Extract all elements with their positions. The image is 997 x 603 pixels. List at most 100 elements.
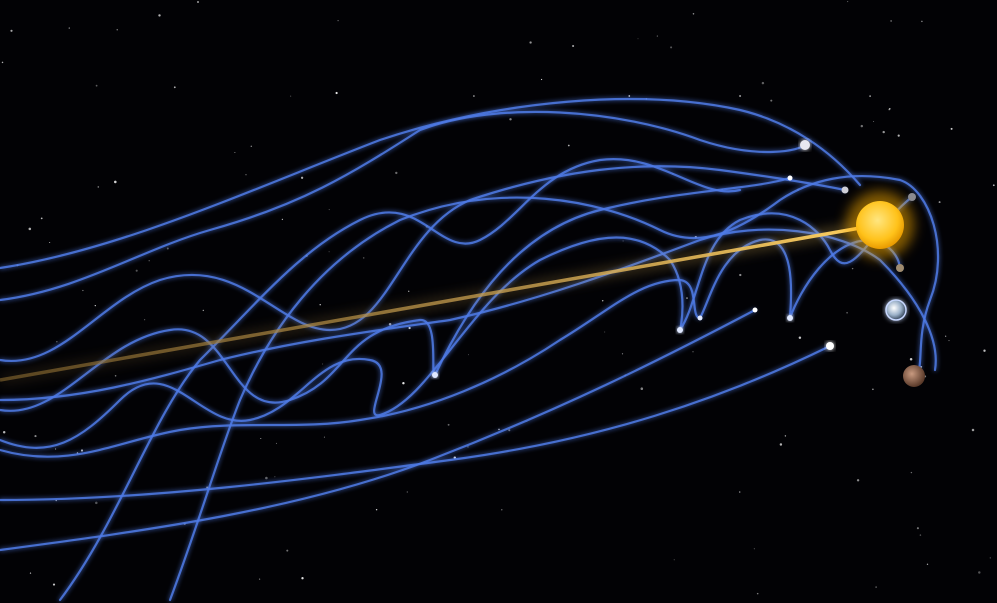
star xyxy=(869,95,871,97)
sun xyxy=(856,201,904,249)
star xyxy=(673,559,675,561)
star xyxy=(286,549,289,552)
planets xyxy=(432,140,925,387)
star xyxy=(408,290,410,292)
orbit-trail xyxy=(0,308,757,552)
star xyxy=(34,435,37,438)
star xyxy=(94,304,96,307)
planet xyxy=(826,342,834,350)
star xyxy=(158,14,161,17)
star xyxy=(472,95,475,97)
star xyxy=(875,586,877,588)
star xyxy=(888,107,891,110)
star xyxy=(753,548,755,550)
star xyxy=(601,300,604,302)
star xyxy=(656,35,658,37)
star xyxy=(95,84,98,87)
star xyxy=(846,311,848,314)
star xyxy=(258,578,261,580)
star xyxy=(29,572,32,574)
star xyxy=(40,217,43,220)
star xyxy=(670,46,673,49)
star xyxy=(529,41,532,44)
sun-trail xyxy=(0,226,861,382)
star xyxy=(114,375,117,377)
star xyxy=(971,428,975,432)
star xyxy=(52,583,56,586)
star xyxy=(49,242,51,243)
star xyxy=(873,121,875,122)
star xyxy=(508,429,511,432)
star xyxy=(234,152,236,154)
star xyxy=(739,94,742,98)
planet-large xyxy=(903,365,925,387)
planet xyxy=(752,307,758,313)
planet xyxy=(787,175,793,181)
star xyxy=(114,180,117,184)
star xyxy=(323,436,325,438)
star xyxy=(166,247,169,250)
star xyxy=(447,423,450,426)
star xyxy=(245,174,247,176)
star xyxy=(945,335,947,337)
star xyxy=(362,257,365,259)
star xyxy=(290,95,292,97)
planet xyxy=(697,315,703,321)
star xyxy=(872,388,874,391)
planet xyxy=(908,193,916,201)
star xyxy=(395,171,398,175)
star xyxy=(275,442,277,444)
star xyxy=(265,476,268,480)
star xyxy=(260,438,262,440)
star xyxy=(921,20,923,23)
orbit-trail xyxy=(0,228,937,402)
star xyxy=(950,127,953,130)
star xyxy=(56,341,58,343)
star xyxy=(173,86,176,89)
star xyxy=(319,304,321,306)
star xyxy=(202,309,204,312)
star xyxy=(692,351,694,353)
star xyxy=(541,78,543,81)
star xyxy=(498,428,500,431)
planet xyxy=(896,264,904,272)
star xyxy=(798,336,802,339)
orbit-trail xyxy=(0,165,847,363)
orbit-trails xyxy=(0,98,940,602)
star xyxy=(68,27,70,29)
star xyxy=(621,353,624,355)
star xyxy=(322,363,324,365)
star xyxy=(920,366,923,368)
star xyxy=(779,443,783,446)
star xyxy=(948,340,950,342)
star xyxy=(640,387,644,390)
planet xyxy=(432,372,438,378)
star xyxy=(761,81,765,85)
star xyxy=(467,354,469,356)
orbit-trail xyxy=(0,98,862,270)
star xyxy=(467,446,469,448)
star xyxy=(80,449,84,452)
star xyxy=(301,577,304,580)
star xyxy=(919,534,922,536)
star xyxy=(916,527,919,530)
star xyxy=(328,251,330,253)
star xyxy=(206,486,209,489)
star xyxy=(686,297,688,300)
star xyxy=(572,44,575,48)
star xyxy=(97,186,100,188)
star xyxy=(2,431,6,434)
planet xyxy=(800,140,810,150)
star xyxy=(938,201,941,204)
star xyxy=(328,209,330,211)
star xyxy=(890,20,892,22)
star xyxy=(144,319,146,321)
star xyxy=(604,331,606,333)
star xyxy=(501,509,503,511)
star xyxy=(274,476,276,478)
star xyxy=(637,38,639,40)
